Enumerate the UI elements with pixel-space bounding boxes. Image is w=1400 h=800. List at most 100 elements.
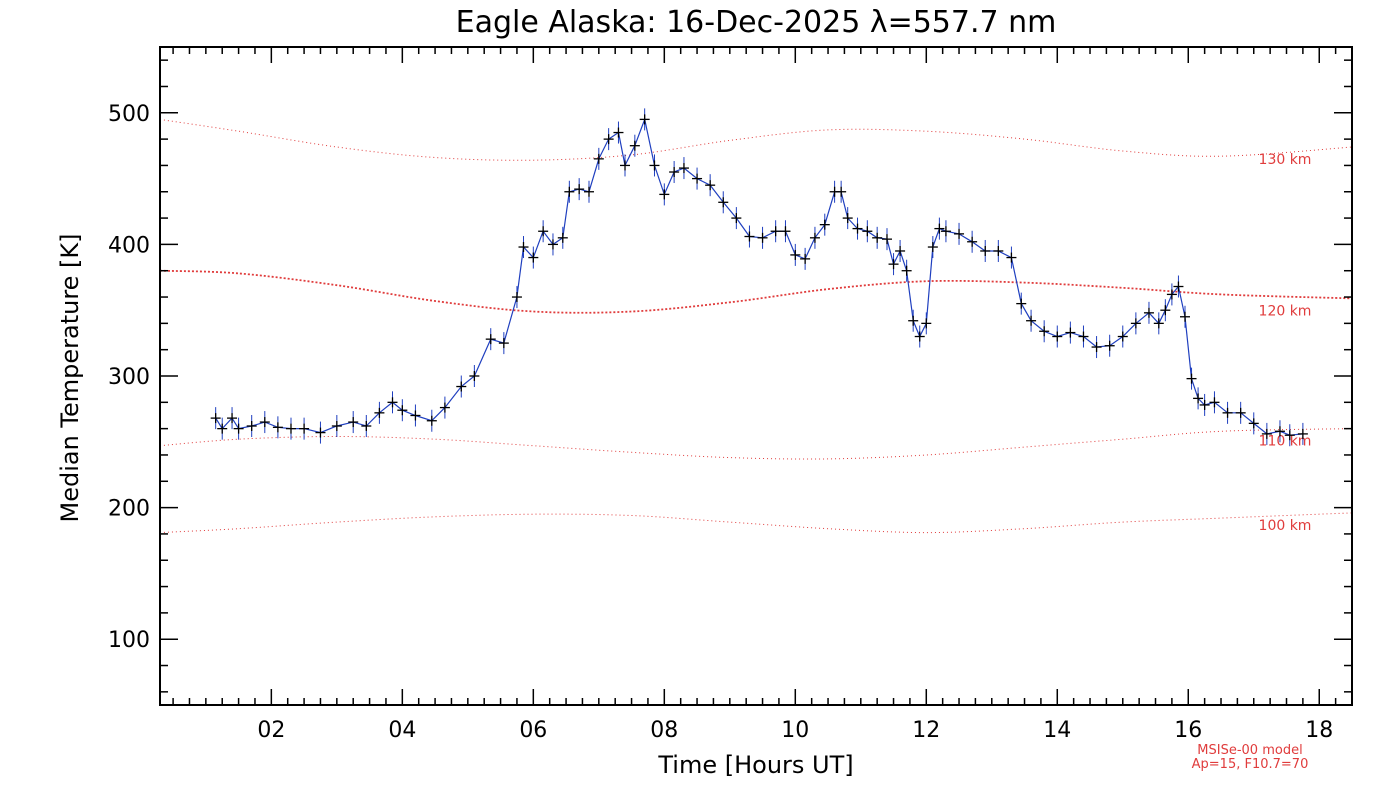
data-point xyxy=(1209,391,1220,414)
data-point xyxy=(901,259,912,282)
data-point xyxy=(836,180,847,203)
data-point xyxy=(993,239,1004,262)
data-point xyxy=(967,230,978,253)
data-point xyxy=(1160,299,1171,322)
data-point xyxy=(852,217,863,240)
data-point xyxy=(469,365,480,387)
data-point xyxy=(819,213,830,236)
model-note-1: MSISe-00 model xyxy=(1197,743,1302,758)
data-point xyxy=(387,391,398,414)
x-tick-label-5: 12 xyxy=(912,718,940,743)
data-point xyxy=(518,236,529,259)
data-point xyxy=(780,220,791,243)
data-point xyxy=(800,247,811,270)
model-note-2: Ap=15, F10.7=70 xyxy=(1192,757,1309,772)
data-point xyxy=(862,220,873,243)
data-point xyxy=(485,328,496,351)
data-point xyxy=(1104,334,1115,357)
data-point xyxy=(908,309,919,332)
data-point xyxy=(842,207,853,230)
data-point xyxy=(511,286,522,309)
data-point xyxy=(1274,420,1285,443)
data-point xyxy=(1222,401,1233,424)
data-point xyxy=(1016,292,1027,315)
model-curve-label-3: 100 km xyxy=(1259,518,1312,534)
x-axis-label: Time [Hours UT] xyxy=(657,751,853,779)
data-point xyxy=(940,220,951,243)
plot-axes: 02 04 06 08 10 12 14 16 18 100 200 300 400 500 xyxy=(108,46,1353,743)
model-curves: 130 km 120 km 110 km 100 km xyxy=(159,118,1353,534)
model-curve-3 xyxy=(159,512,1353,534)
data-point xyxy=(285,417,296,440)
y-tick-label-4: 500 xyxy=(108,102,150,127)
data-point xyxy=(574,178,585,201)
data-point xyxy=(620,154,631,177)
data-point xyxy=(1117,325,1128,348)
data-point xyxy=(1179,305,1190,328)
data-point xyxy=(564,180,575,203)
data-point xyxy=(361,415,372,438)
data-point xyxy=(1173,275,1184,298)
plot-frame xyxy=(159,46,1353,706)
y-axis-label: Median Temperature [K] xyxy=(56,233,84,522)
data-point xyxy=(1006,246,1017,269)
data-point xyxy=(678,157,689,180)
data-point xyxy=(1199,393,1210,416)
data-point xyxy=(1039,320,1050,343)
data-point xyxy=(692,167,703,190)
data-point xyxy=(629,134,640,157)
data-line xyxy=(215,117,1303,436)
x-tick-label-8: 18 xyxy=(1305,718,1333,743)
data-point xyxy=(348,411,359,434)
data-point xyxy=(439,396,450,419)
data-point xyxy=(744,225,755,248)
data-point xyxy=(718,191,729,214)
y-tick-label-2: 300 xyxy=(108,365,150,390)
data-point xyxy=(1153,312,1164,335)
data-point xyxy=(1186,367,1197,390)
x-tick-label-6: 14 xyxy=(1043,718,1071,743)
data-point xyxy=(669,161,680,184)
data-point xyxy=(397,399,408,422)
data-point xyxy=(259,411,270,434)
data-series xyxy=(210,108,1308,447)
x-tick-label-3: 08 xyxy=(650,718,678,743)
data-point xyxy=(1078,325,1089,348)
data-point xyxy=(246,415,257,438)
data-point xyxy=(1284,424,1295,447)
data-point xyxy=(980,239,991,262)
data-point xyxy=(659,183,670,206)
x-tick-label-0: 02 xyxy=(257,718,285,743)
data-point xyxy=(888,253,899,276)
data-point xyxy=(639,108,650,131)
data-point xyxy=(934,217,945,240)
data-point xyxy=(217,417,228,440)
data-point xyxy=(426,409,437,432)
data-point xyxy=(1193,387,1204,410)
model-curve-label-1: 120 km xyxy=(1259,303,1312,319)
data-point xyxy=(1130,312,1141,335)
model-curve-0 xyxy=(159,118,1353,161)
data-point xyxy=(557,226,568,249)
data-point xyxy=(374,401,385,424)
data-point xyxy=(299,417,310,440)
chart-title: Eagle Alaska: 16-Dec-2025 λ=557.7 nm xyxy=(456,5,1057,40)
data-point xyxy=(881,228,892,251)
data-point xyxy=(210,407,221,430)
y-tick-label-0: 100 xyxy=(108,628,150,653)
data-point xyxy=(914,325,925,348)
data-point xyxy=(583,180,594,203)
model-curve-label-0: 130 km xyxy=(1259,152,1312,168)
data-point xyxy=(770,220,781,243)
data-point xyxy=(790,243,801,266)
data-point xyxy=(1261,422,1272,445)
data-point xyxy=(809,226,820,249)
model-curve-label-2: 110 km xyxy=(1259,434,1312,450)
data-point xyxy=(649,154,660,177)
data-point xyxy=(954,222,965,245)
model-curve-1 xyxy=(159,269,1353,314)
data-point xyxy=(603,128,614,151)
data-point xyxy=(1166,283,1177,306)
data-point xyxy=(272,416,283,439)
